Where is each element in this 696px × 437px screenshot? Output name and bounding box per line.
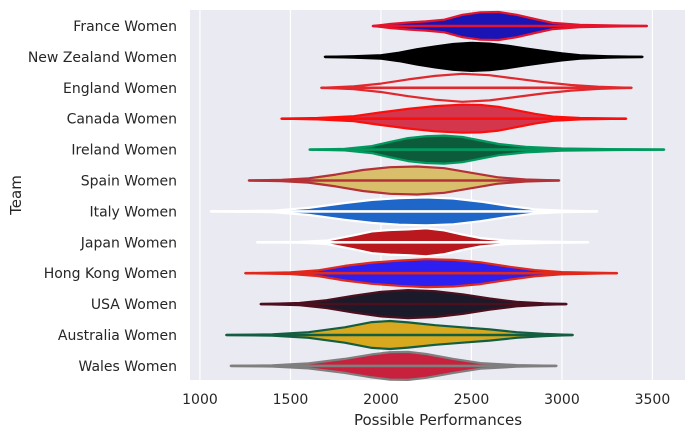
violins <box>209 10 666 381</box>
y-tick-label: Spain Women <box>81 174 177 190</box>
y-axis-title: Team <box>7 175 25 216</box>
y-tick-label: Hong Kong Women <box>44 266 177 282</box>
x-tick-label: 1000 <box>182 392 218 408</box>
x-tick-label: 3500 <box>635 392 671 408</box>
y-tick-label: New Zealand Women <box>28 50 177 66</box>
y-tick-label: England Women <box>63 81 177 97</box>
y-tick-label: France Women <box>73 19 177 35</box>
y-tick-labels: France Women New Zealand Women England Wom… <box>28 19 177 375</box>
x-tick-label: 2500 <box>454 392 490 408</box>
y-tick-label: Canada Women <box>67 112 177 128</box>
y-tick-label: Ireland Women <box>71 143 177 159</box>
y-tick-label: USA Women <box>91 297 177 313</box>
plot-background <box>190 10 685 380</box>
x-tick-label: 2000 <box>363 392 399 408</box>
x-tick-label: 1500 <box>273 392 309 408</box>
y-tick-label: Wales Women <box>79 359 178 375</box>
y-tick-label: Italy Women <box>89 204 177 220</box>
y-tick-label: Australia Women <box>58 328 177 344</box>
y-tick-label: Japan Women <box>80 235 177 251</box>
x-tick-labels: 1000 1500 2000 2500 3000 3500 <box>182 392 670 408</box>
x-tick-label: 3000 <box>544 392 580 408</box>
x-axis-title: Possible Performances <box>354 411 522 429</box>
